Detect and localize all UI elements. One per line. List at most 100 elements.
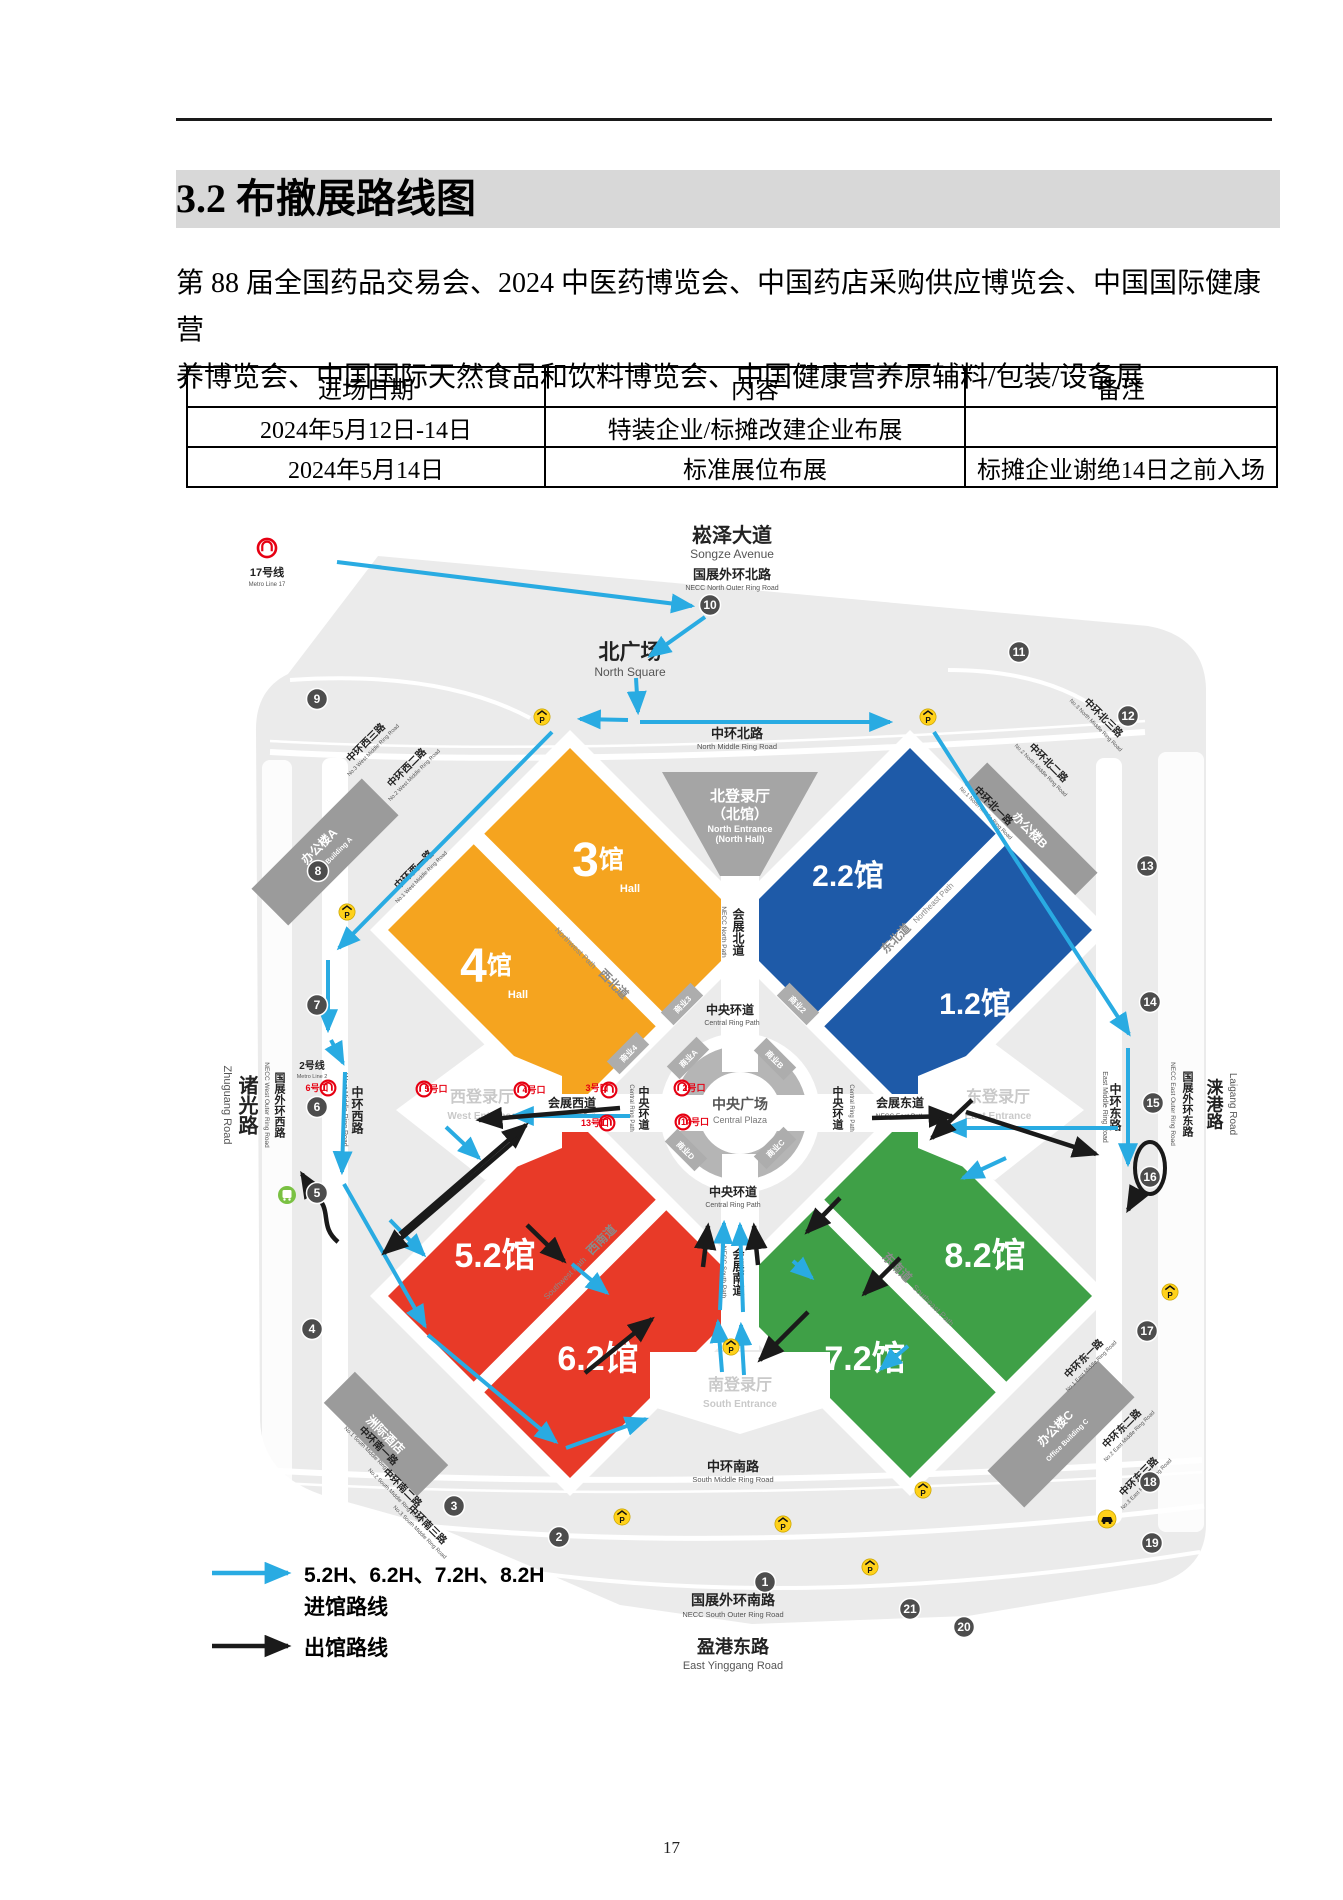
- corridors-entrances: [396, 772, 1084, 1434]
- lane-line: [529, 1550, 1201, 1590]
- zhuguang-road: 诸光路: [235, 1075, 259, 1136]
- hall62-label: 6.2馆: [557, 1340, 638, 1378]
- intro-line-1: 第 88 届全国药品交易会、2024 中医药博览会、中国药店采购供应博览会、中国…: [176, 268, 1262, 346]
- necc-west-path-label: 会展西道: [548, 1095, 596, 1110]
- lane-line: [947, 668, 1104, 714]
- parking-icon: [722, 1338, 740, 1356]
- marker-num: 5: [314, 1186, 321, 1200]
- north-outer-ring: 国展外环北路: [693, 567, 772, 582]
- north-entrance-label: 北登录厅: [710, 787, 770, 805]
- entry-route-arrows: [318, 560, 1138, 1450]
- route-marker-5: 5: [305, 1181, 329, 1205]
- metro-line2-label: 2号线: [299, 1059, 325, 1072]
- table-row: 2024年5月14日 标准展位布展 标摊企业谢绝14日之前入场: [186, 446, 1278, 488]
- cell-content-2: 标准展位布展: [544, 446, 966, 488]
- central-ring-en-s: Central Ring Path: [705, 1202, 760, 1209]
- route-marker-2: 2: [547, 1525, 571, 1549]
- parking-icon: [613, 1508, 631, 1526]
- necc-east-path-label: 会展东道: [876, 1095, 924, 1110]
- route-marker-16: 16: [1138, 1165, 1162, 1189]
- ring-gap-north: [722, 1036, 758, 1072]
- yinggang-road: 盈港东路: [696, 1636, 770, 1657]
- songze-avenue-en: Songze Avenue: [690, 547, 774, 561]
- legend-entry-label: 进馆路线: [304, 1595, 388, 1619]
- route-markers: 1 2 3 4 5 6 7 8 9 10 11 12 13 14 15 16 1…: [300, 593, 1165, 1639]
- hall22-label: 2.2馆: [812, 859, 884, 893]
- route-marker-21: 21: [898, 1597, 922, 1621]
- legend-halls: 5.2H、6.2H、7.2H、8.2H: [304, 1564, 544, 1587]
- hall-labels: 3馆 Hall 4馆 Hall 2.2馆 1.2馆 5.2馆 6.2馆 7.2馆…: [454, 834, 1025, 1378]
- col-header-date: 进场日期: [186, 366, 546, 408]
- route-marker-3: 3: [442, 1494, 466, 1518]
- route-marker-14: 14: [1138, 990, 1162, 1014]
- southeast-path-strip: [809, 1195, 1011, 1397]
- south-entrance-en: South Entrance: [703, 1399, 777, 1410]
- central-ring-en-n: Central Ring Path: [704, 1020, 759, 1027]
- laigang-road: 涞港路: [1204, 1077, 1224, 1130]
- metro-markers: 17号线 Metro Line 17 2号线 Metro Line 2 6号口 …: [249, 537, 709, 1132]
- north-entrance-en: North Entrance: [707, 824, 772, 834]
- hall52-label: 5.2馆: [454, 1237, 535, 1275]
- necc-north-path-en: NECC North Path: [720, 906, 727, 958]
- east-outer-ring-en: NECC East Outer Ring Road: [1169, 1062, 1176, 1146]
- exit-route-arrows: [300, 1098, 1167, 1375]
- route-marker-1: 1: [753, 1570, 777, 1594]
- table-row: 2024年5月12日-14日 特装企业/标摊改建企业布展: [186, 406, 1278, 448]
- hall12-label: 1.2馆: [939, 987, 1011, 1021]
- metro-line17-icon: [256, 537, 278, 559]
- marker-num: 12: [1121, 709, 1135, 723]
- south-middle-ring: 中环南路: [707, 1459, 760, 1474]
- metro-exit4-label: 4号口: [522, 1085, 545, 1095]
- parking-icon: [914, 1481, 932, 1499]
- cell-remark-2: 标摊企业谢绝14日之前入场: [964, 446, 1278, 488]
- commercial-blocks: 商业3 商业2 商业4 商业A 商业B 商业D 商业C: [606, 982, 820, 1172]
- hall4-unit: 馆: [487, 951, 512, 980]
- east-middle-road-label-en: East Middle Ring Road: [1101, 1071, 1108, 1143]
- parking-icon: [774, 1515, 792, 1533]
- west-middle-road-label: 中环西路: [350, 1085, 364, 1135]
- central-ring-label-w: 中央环道: [637, 1085, 650, 1131]
- metro-exit3-label: 3号口: [585, 1083, 608, 1093]
- route-marker-18: 18: [1138, 1470, 1162, 1494]
- north-middle-ring-en: North Middle Ring Road: [697, 742, 777, 751]
- central-ring-en-w: Central Ring Path: [628, 1084, 634, 1131]
- route-marker-11: 11: [1007, 640, 1031, 664]
- east-outer-ring: 国展外环东路: [1181, 1071, 1195, 1138]
- route-marker-13: 13: [1135, 854, 1159, 878]
- east-entrance-en: East Entrance: [965, 1111, 1032, 1122]
- table-header-row: 进场日期 内容 备注: [186, 366, 1278, 408]
- marker-num: 3: [451, 1499, 458, 1513]
- intercontinental-hotel: 洲际酒店: [323, 1371, 449, 1497]
- north-outer-ring-en: NECC North Outer Ring Road: [685, 585, 778, 592]
- central-ring-label-n: 中央环道: [706, 1002, 754, 1017]
- songze-avenue: 崧泽大道: [692, 523, 772, 547]
- north-middle-ring: 中环北路: [711, 726, 764, 741]
- hall4-num: 4: [460, 940, 487, 993]
- route-marker-4: 4: [300, 1317, 324, 1341]
- north-entrance-label2: （北馆）: [712, 806, 768, 822]
- metro-exit14-label: 14号口: [681, 1117, 709, 1127]
- metro-line17-label: 17号线: [250, 565, 284, 579]
- necc-route-map: P 办公楼A Office Building A 办公楼B Office Bui…: [212, 523, 1238, 1672]
- marker-num: 7: [314, 998, 321, 1012]
- marker-num: 10: [703, 598, 717, 612]
- central-plaza-label: 中央广场: [712, 1096, 768, 1112]
- east-middle-road-label: 中环东路: [1108, 1082, 1122, 1132]
- east-entrance-hall: [918, 1044, 1084, 1180]
- east-middle-road: [1096, 758, 1122, 1524]
- west-entrance-label: 西登录厅: [450, 1087, 514, 1106]
- marker-num: 1: [762, 1575, 769, 1589]
- south-entrance-hall: [650, 1352, 830, 1434]
- south-entrance-label: 南登录厅: [708, 1375, 772, 1394]
- marker-num: 8: [315, 864, 322, 878]
- southwest-path-strip: [469, 1195, 671, 1397]
- parking-icon: [919, 708, 937, 726]
- hall3-unit: 馆: [599, 845, 624, 874]
- svg-text:4馆: 4馆: [460, 940, 512, 993]
- legend-exit-label: 出馆路线: [304, 1636, 388, 1660]
- north-entrance-hall: [662, 772, 818, 876]
- col-header-remark: 备注: [964, 366, 1278, 408]
- marker-num: 15: [1146, 1096, 1160, 1110]
- metro-exit6-label: 6号口: [305, 1083, 328, 1093]
- col-header-content: 内容: [544, 366, 966, 408]
